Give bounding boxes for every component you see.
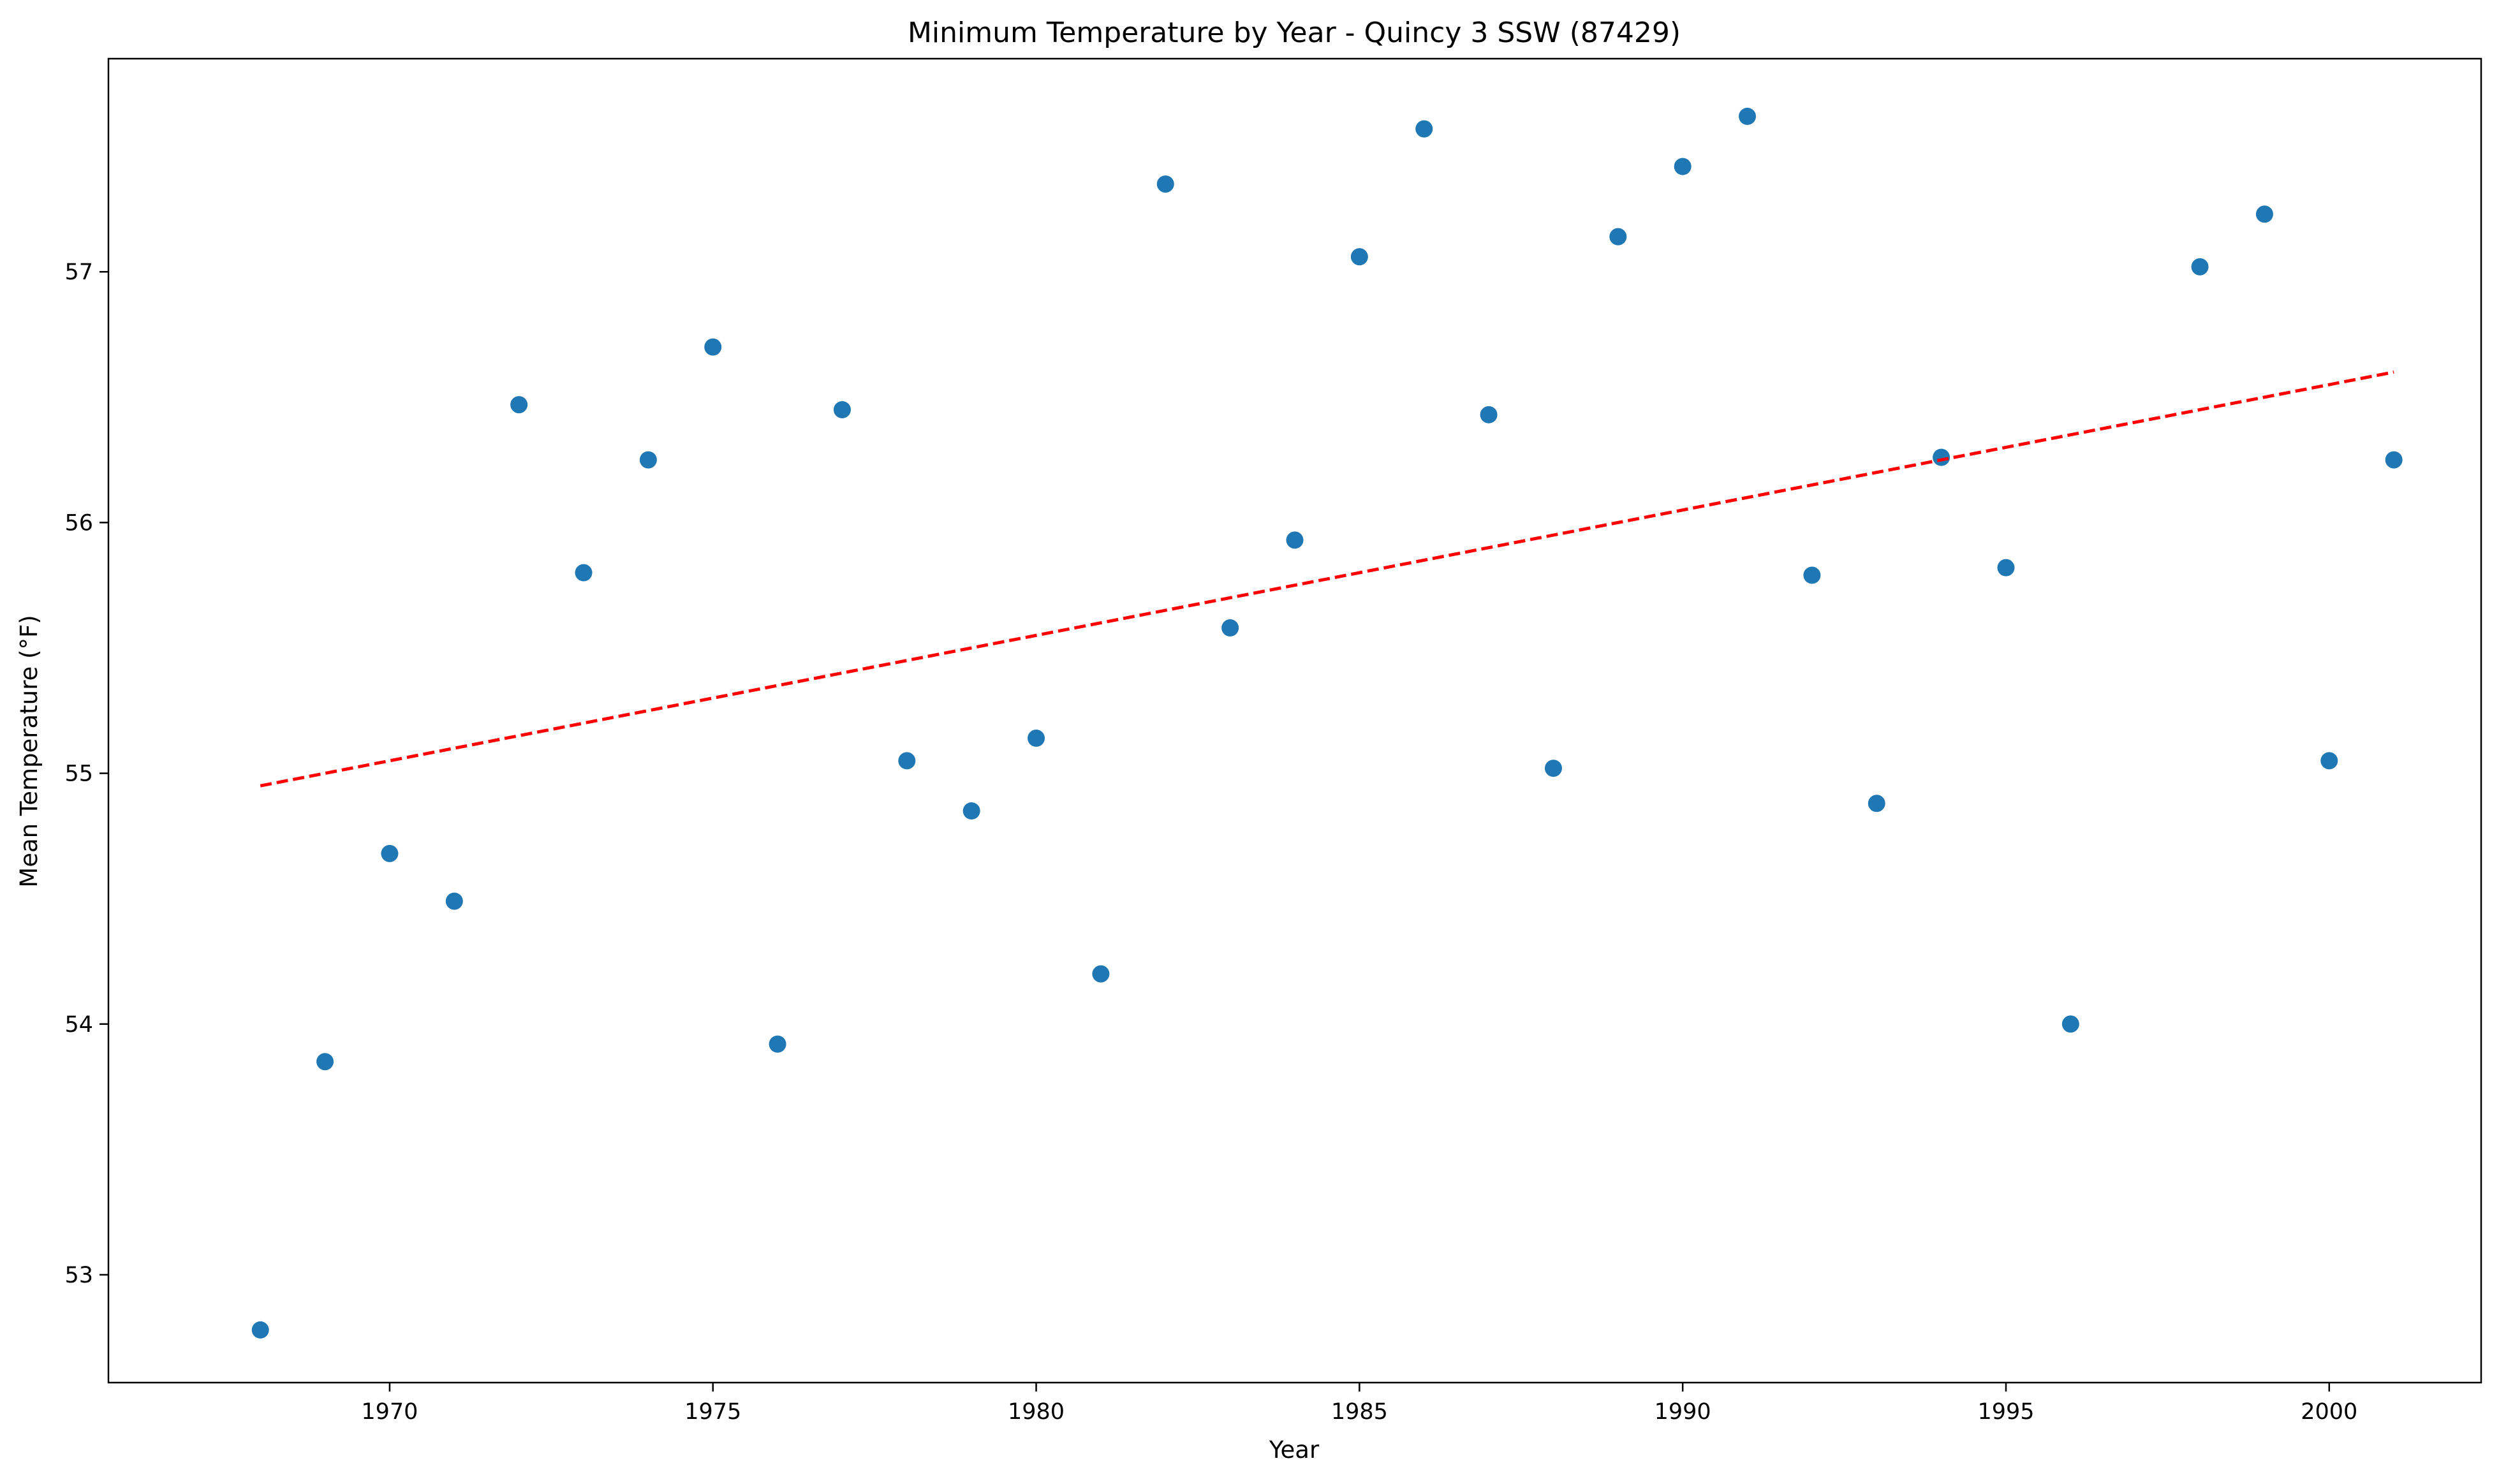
data-point — [2385, 451, 2403, 469]
y-axis: 53 54 55 56 57 — [64, 260, 108, 1288]
data-point — [1221, 619, 1239, 637]
data-point — [1739, 107, 1757, 125]
x-axis-label: Year — [1269, 1436, 1320, 1464]
data-point — [1286, 531, 1304, 549]
y-tick-label: 55 — [64, 761, 93, 787]
data-point — [1092, 965, 1110, 983]
data-point — [1933, 448, 1950, 466]
y-axis-label: Mean Temperature (°F) — [15, 615, 43, 887]
data-point — [381, 844, 399, 862]
data-point — [2320, 752, 2338, 770]
plot-area — [251, 107, 2403, 1339]
data-point — [1803, 566, 1821, 584]
data-point — [962, 802, 980, 820]
data-point — [639, 451, 657, 469]
data-point — [1350, 248, 1368, 266]
data-point — [575, 564, 593, 582]
x-tick-label: 1980 — [1008, 1399, 1065, 1425]
x-tick-label: 1995 — [1977, 1399, 2034, 1425]
data-point — [1997, 559, 2015, 577]
trend-line — [260, 371, 2394, 788]
data-point — [704, 338, 722, 356]
data-point — [2061, 1015, 2079, 1033]
y-tick-label: 53 — [64, 1263, 93, 1288]
data-point — [769, 1035, 786, 1053]
y-tick-label: 54 — [64, 1012, 93, 1038]
data-point — [510, 396, 528, 414]
data-point — [1480, 406, 1498, 423]
data-point — [2255, 205, 2273, 223]
plot-frame — [107, 57, 2482, 1384]
x-tick-label: 1990 — [1655, 1399, 1711, 1425]
x-tick-label: 2000 — [2301, 1399, 2357, 1425]
data-point — [1544, 760, 1562, 777]
data-point — [445, 892, 463, 910]
x-tick-label: 1975 — [684, 1399, 741, 1425]
data-point — [1415, 120, 1433, 138]
x-tick-label: 1970 — [361, 1399, 418, 1425]
data-point — [1609, 228, 1627, 246]
data-point — [251, 1321, 269, 1339]
data-point — [1674, 158, 1692, 175]
chart-title: Minimum Temperature by Year - Quincy 3 S… — [908, 17, 1681, 49]
data-point — [316, 1053, 334, 1071]
x-axis: 1970 1975 1980 1985 1990 1995 2000 — [361, 1383, 2357, 1425]
data-point — [898, 752, 916, 770]
y-tick-label: 56 — [64, 510, 93, 536]
y-tick-label: 57 — [64, 260, 93, 285]
data-point — [1156, 175, 1174, 193]
data-point — [2191, 258, 2209, 275]
data-point — [833, 400, 851, 418]
data-point — [1868, 795, 1885, 812]
x-tick-label: 1985 — [1331, 1399, 1388, 1425]
data-point — [1028, 730, 1045, 747]
